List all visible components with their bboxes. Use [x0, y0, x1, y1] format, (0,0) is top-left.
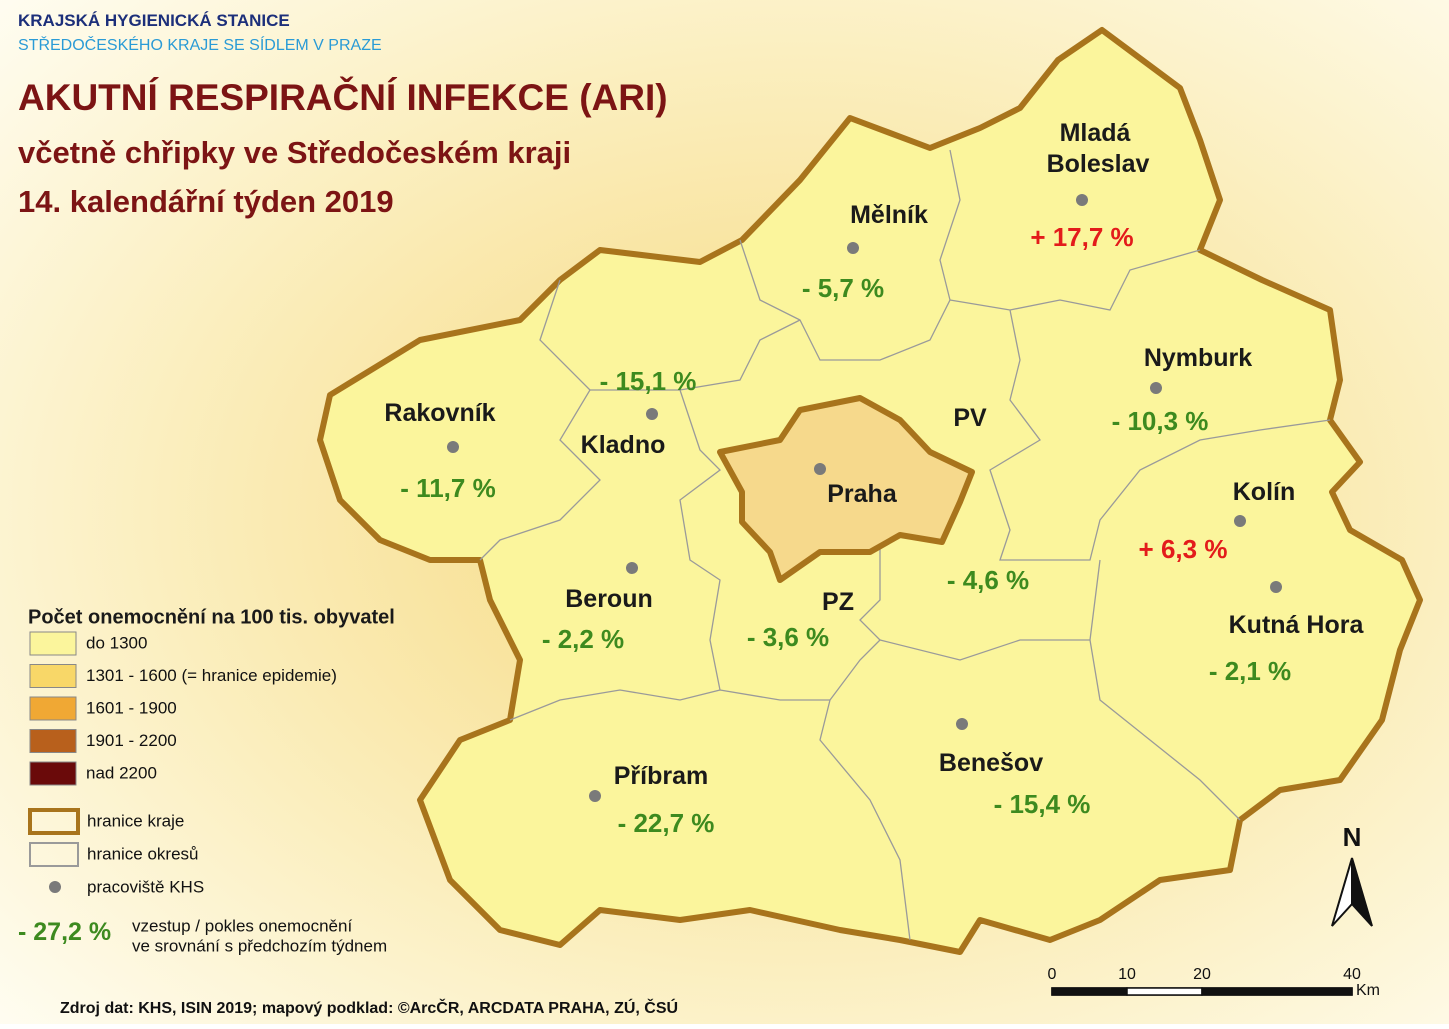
district-change: + 6,3 % [1139, 534, 1228, 564]
district-change: - 2,2 % [542, 624, 624, 654]
source: Zdroj dat: KHS, ISIN 2019; mapový podkla… [60, 998, 678, 1017]
scale-tick: 0 [1048, 966, 1057, 983]
legend-swatch [29, 842, 79, 867]
office-dot [626, 562, 638, 574]
district-name: Mladá [1060, 119, 1131, 147]
legend-title: Počet onemocnění na 100 tis. obyvatel [28, 606, 395, 628]
north-arrow: N [1331, 822, 1373, 927]
legend-label: 1901 - 2200 [86, 731, 177, 750]
legend-label: hranice kraje [87, 811, 184, 830]
district-change: - 11,7 % [400, 473, 495, 503]
district-name: PZ [822, 588, 854, 616]
legend: Počet onemocnění na 100 tis. obyvatel do… [18, 606, 395, 955]
legend-classes: do 1300 1301 - 1600 (= hranice epidemie) 1… [29, 631, 337, 786]
legend-swatch [29, 761, 77, 786]
district-name: Kolín [1233, 478, 1296, 506]
legend-swatch [28, 808, 80, 835]
praha [717, 395, 975, 583]
district-name: Příbram [614, 762, 708, 790]
office-dot [589, 790, 601, 802]
week: 14. kalendářní týden 2019 [18, 184, 394, 219]
district-labels: Mladá Boleslav + 17,7 % Mělník - 5,7 % N… [384, 119, 1364, 838]
office-dot [1270, 581, 1282, 593]
org-sub: STŘEDOČESKÉHO KRAJE SE SÍDLEM V PRAZE [18, 35, 382, 54]
office-dot [847, 242, 859, 254]
north-label: N [1343, 822, 1362, 852]
district-name: Beroun [565, 585, 653, 613]
legend-label: 1301 - 1600 (= hranice epidemie) [86, 666, 337, 685]
scale-tick: 10 [1118, 966, 1136, 983]
title: AKUTNÍ RESPIRAČNÍ INFEKCE (ARI) [18, 76, 668, 118]
legend-swatch [29, 631, 77, 656]
district-name: Praha [827, 480, 898, 508]
legend-label: 1601 - 1900 [86, 698, 177, 717]
legend-label: hranice okresů [87, 844, 199, 863]
district-name: PV [953, 404, 987, 432]
district-borders [479, 149, 1331, 941]
legend-dot [49, 881, 61, 893]
office-dot [646, 408, 658, 420]
district-change: - 3,6 % [747, 622, 829, 652]
district-name: Rakovník [384, 399, 495, 427]
legend-label: pracoviště KHS [87, 877, 204, 896]
district-name: Boleslav [1047, 150, 1150, 178]
org: KRAJSKÁ HYGIENICKÁ STANICE [18, 11, 290, 30]
district-name: Kutná Hora [1229, 611, 1365, 639]
scale-segment [1126, 987, 1203, 996]
district-change: - 5,7 % [802, 273, 884, 303]
legend-example: - 27,2 % [18, 918, 111, 946]
office-dot [1076, 194, 1088, 206]
district-name: Benešov [939, 749, 1043, 777]
district-name: Kladno [581, 431, 666, 459]
office-dot [447, 441, 459, 453]
legend-swatch [29, 696, 77, 721]
legend-swatch [29, 664, 77, 688]
district-change: - 15,4 % [994, 789, 1091, 819]
scale-segment [1051, 987, 1128, 996]
scale-tick: 20 [1193, 966, 1211, 983]
scale-unit: Km [1356, 982, 1380, 999]
office-dot [1234, 515, 1246, 527]
district-name: Mělník [850, 201, 928, 229]
legend-label: vzestup / pokles onemocnění [132, 916, 352, 935]
legend-label: do 1300 [86, 633, 147, 652]
district-change: - 2,1 % [1209, 656, 1291, 686]
district-change: - 15,1 % [600, 366, 697, 396]
office-dot [956, 718, 968, 730]
scale-segment [1201, 987, 1353, 996]
district-change: - 10,3 % [1112, 406, 1209, 436]
district-name: Nymburk [1144, 344, 1252, 372]
subtitle: včetně chřipky ve Středočeském kraji [18, 135, 571, 170]
scale-tick: 40 [1343, 966, 1361, 983]
office-dot [1150, 382, 1162, 394]
district-change: - 4,6 % [947, 565, 1029, 595]
district-change: - 22,7 % [618, 808, 715, 838]
office-dot [814, 463, 826, 475]
legend-label: nad 2200 [86, 763, 157, 782]
legend-label: ve srovnání s předchozím týdnem [132, 936, 387, 955]
legend-swatch [29, 729, 77, 753]
district-change: + 17,7 % [1030, 222, 1133, 252]
